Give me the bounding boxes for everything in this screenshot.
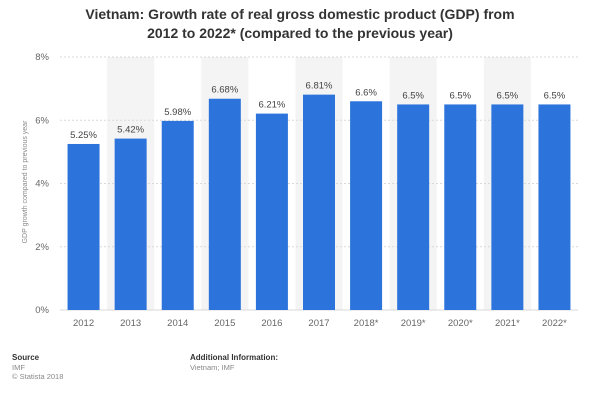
- source-heading: Source: [12, 353, 40, 362]
- additional-info-heading: Additional Information:: [190, 353, 278, 362]
- bar-value-label: 6.5%: [497, 90, 519, 101]
- x-tick-label: 2020*: [448, 318, 473, 329]
- x-tick-label: 2019*: [401, 318, 426, 329]
- x-tick-label: 2014: [167, 318, 188, 329]
- additional-info-text: Vietnam; IMF: [190, 362, 235, 372]
- bar-value-label: 6.5%: [544, 90, 566, 101]
- y-tick-label: 8%: [35, 52, 49, 63]
- y-axis-label: GDP growth compared to previous year: [22, 120, 29, 243]
- y-tick-label: 6%: [35, 115, 49, 126]
- x-tick-label: 2015: [214, 318, 235, 329]
- copyright: © Statista 2018: [12, 372, 64, 381]
- source-block: Source IMF © Statista 2018: [12, 353, 63, 382]
- bar-value-label: 5.42%: [117, 125, 144, 136]
- bar: [444, 104, 477, 310]
- bar: [114, 138, 147, 310]
- x-tick-label: 2012: [73, 318, 94, 329]
- chart-title-line-1: Vietnam: Growth rate of real gross domes…: [85, 6, 515, 22]
- bar-value-label: 6.5%: [449, 90, 471, 101]
- source-name: IMF: [12, 362, 25, 372]
- additional-info-block: Additional Information: Vietnam; IMF: [190, 353, 278, 372]
- y-tick-label: 2%: [35, 242, 49, 253]
- bar: [491, 104, 524, 310]
- x-tick-label: 2022*: [542, 318, 567, 329]
- bar-value-label: 6.68%: [211, 85, 238, 96]
- bar: [208, 98, 241, 311]
- x-tick-label: 2017: [308, 318, 329, 329]
- x-tick-label: 2021*: [495, 318, 520, 329]
- bar: [161, 120, 194, 310]
- x-tick-label: 2018*: [354, 318, 379, 329]
- y-tick-label: 0%: [35, 305, 49, 316]
- bar-value-label: 6.21%: [258, 100, 285, 111]
- bar-value-label: 6.81%: [306, 81, 333, 92]
- y-tick-label: 4%: [35, 179, 49, 190]
- bars: [67, 94, 571, 311]
- bar-value-label: 6.6%: [355, 87, 377, 98]
- bar-value-label: 6.5%: [402, 90, 424, 101]
- y-axis-ticks: 0% 2% 4% 6% 8%: [35, 52, 49, 316]
- bar-chart: 5.25% 5.42% 5.98% 6.68% 6.21% 6.81% 6.6% 6.5% 6.…: [22, 52, 578, 329]
- bar-value-label: 5.25%: [70, 130, 97, 141]
- bar: [397, 104, 430, 310]
- bar: [303, 94, 335, 310]
- value-labels: 5.25% 5.42% 5.98% 6.68% 6.21% 6.81% 6.6% 6.5% 6.…: [70, 81, 566, 141]
- bar: [350, 101, 383, 311]
- x-axis-ticks: 2012 2013 2014 2015 2016 2017 2018* 2019* 2020* 2…: [73, 318, 567, 329]
- x-tick-label: 2016: [261, 318, 282, 329]
- bar: [255, 113, 288, 310]
- x-tick-label: 2013: [120, 318, 141, 329]
- bar-value-label: 5.98%: [164, 107, 191, 118]
- bar: [538, 104, 571, 310]
- chart-title-line-2: 2012 to 2022* (compared to the previous …: [147, 25, 453, 41]
- chart-title: Vietnam: Growth rate of real gross domes…: [0, 5, 600, 43]
- bar: [67, 143, 100, 310]
